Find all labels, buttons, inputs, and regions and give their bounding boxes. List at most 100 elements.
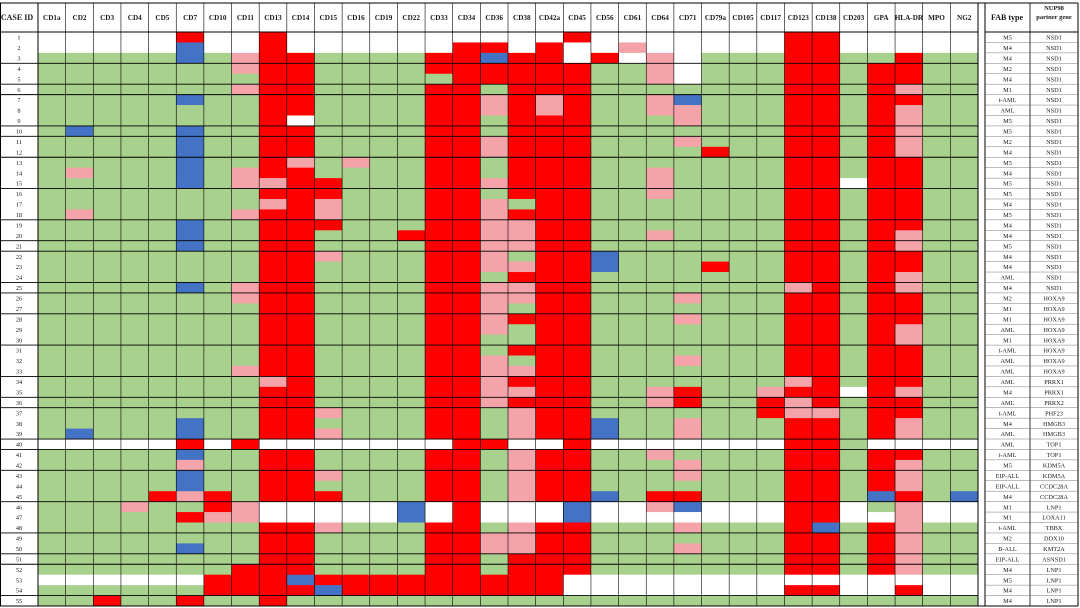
heatmap-cell xyxy=(93,52,122,64)
heatmap-cell xyxy=(314,501,343,513)
fab-type-label: EIP-ALL xyxy=(996,556,1020,563)
heatmap-cell xyxy=(867,84,896,95)
heatmap-cell xyxy=(120,261,149,273)
heatmap-cell xyxy=(563,397,592,409)
heatmap-cell xyxy=(176,240,205,252)
partner-gene-label: NSD1 xyxy=(1046,275,1062,282)
heatmap-cell xyxy=(231,595,260,607)
heatmap-cell xyxy=(342,512,371,523)
heatmap-cell xyxy=(535,386,564,398)
heatmap-cell xyxy=(425,209,454,221)
heatmap-cell xyxy=(176,324,205,335)
partner-gene-label: NSD1 xyxy=(1046,45,1062,52)
heatmap-cell xyxy=(425,459,454,471)
heatmap-cell xyxy=(369,240,398,252)
heatmap-cell xyxy=(867,167,896,179)
heatmap-cell xyxy=(618,470,647,482)
heatmap-cell xyxy=(38,157,66,168)
heatmap-cell xyxy=(425,32,454,43)
heatmap-cell xyxy=(286,574,315,586)
heatmap-cell xyxy=(314,251,343,262)
heatmap-cell xyxy=(480,532,509,544)
heatmap-cell xyxy=(784,115,813,127)
partner-gene-label: KMT2A xyxy=(1043,546,1065,553)
heatmap-cell xyxy=(176,94,205,106)
heatmap-cell xyxy=(867,386,896,398)
heatmap-cell xyxy=(701,334,730,346)
heatmap-cell xyxy=(895,272,924,283)
heatmap-cell xyxy=(342,376,371,388)
heatmap-cell xyxy=(701,105,730,116)
heatmap-cell xyxy=(673,313,702,325)
heatmap-cell xyxy=(397,553,426,565)
fab-type-label: AML xyxy=(1001,379,1015,386)
heatmap-cell xyxy=(120,480,149,492)
heatmap-cell xyxy=(646,470,675,482)
heatmap-cell xyxy=(93,251,122,262)
heatmap-cell xyxy=(65,209,94,221)
heatmap-cell xyxy=(563,543,592,555)
heatmap-cell xyxy=(895,115,924,127)
heatmap-cell xyxy=(38,564,66,575)
heatmap-cell xyxy=(646,595,675,607)
heatmap-cell xyxy=(425,532,454,544)
heatmap-cell xyxy=(176,397,205,409)
heatmap-cell xyxy=(812,240,841,252)
row-label: 6 xyxy=(17,87,20,94)
heatmap-cell xyxy=(701,313,730,325)
heatmap-cell xyxy=(508,470,536,482)
heatmap-cell xyxy=(480,105,509,116)
heatmap-cell xyxy=(314,105,343,116)
heatmap-cell xyxy=(922,188,951,200)
heatmap-cell xyxy=(756,418,785,429)
heatmap-cell xyxy=(867,219,896,231)
heatmap-cell xyxy=(369,63,398,75)
heatmap-cell xyxy=(729,512,758,523)
heatmap-cell xyxy=(590,94,619,106)
heatmap-cell xyxy=(618,272,647,283)
heatmap-cell xyxy=(812,512,841,523)
heatmap-cell xyxy=(646,386,675,398)
heatmap-cell xyxy=(701,355,730,367)
heatmap-cell xyxy=(922,439,951,450)
heatmap-cell xyxy=(314,188,343,200)
heatmap-cell xyxy=(65,491,94,502)
heatmap-cell xyxy=(93,42,122,54)
heatmap-cell xyxy=(729,491,758,502)
heatmap-cell xyxy=(397,407,426,419)
heatmap-cell xyxy=(65,355,94,367)
heatmap-cell xyxy=(397,480,426,492)
heatmap-cell xyxy=(756,459,785,471)
heatmap-cell xyxy=(895,501,924,513)
heatmap-cell xyxy=(756,167,785,179)
heatmap-cell xyxy=(673,585,702,596)
heatmap-cell xyxy=(259,282,288,294)
heatmap-cell xyxy=(176,532,205,544)
heatmap-cell xyxy=(314,365,343,377)
heatmap-cell xyxy=(784,84,813,95)
fab-type-label: M4 xyxy=(1003,149,1013,156)
heatmap-cell xyxy=(259,491,288,502)
heatmap-cell xyxy=(590,418,619,429)
heatmap-cell xyxy=(148,63,177,75)
heatmap-cell xyxy=(812,553,841,565)
heatmap-cell xyxy=(176,470,205,482)
heatmap-cell xyxy=(535,334,564,346)
heatmap-cell xyxy=(563,386,592,398)
heatmap-cell xyxy=(673,282,702,294)
heatmap-cell xyxy=(148,188,177,200)
heatmap-cell xyxy=(701,240,730,252)
heatmap-cell xyxy=(452,564,481,575)
heatmap-cell xyxy=(480,52,509,64)
heatmap-cell xyxy=(148,73,177,85)
heatmap-cell xyxy=(784,146,813,158)
heatmap-cell xyxy=(425,146,454,158)
partner-gene-label: DDX10 xyxy=(1044,536,1064,543)
heatmap-cell xyxy=(812,282,841,294)
fab-type-label: M5 xyxy=(1003,129,1012,136)
heatmap-cell xyxy=(93,324,122,335)
heatmap-cell xyxy=(148,334,177,346)
heatmap-cell xyxy=(120,52,149,64)
heatmap-cell xyxy=(148,386,177,398)
heatmap-cell xyxy=(590,355,619,367)
